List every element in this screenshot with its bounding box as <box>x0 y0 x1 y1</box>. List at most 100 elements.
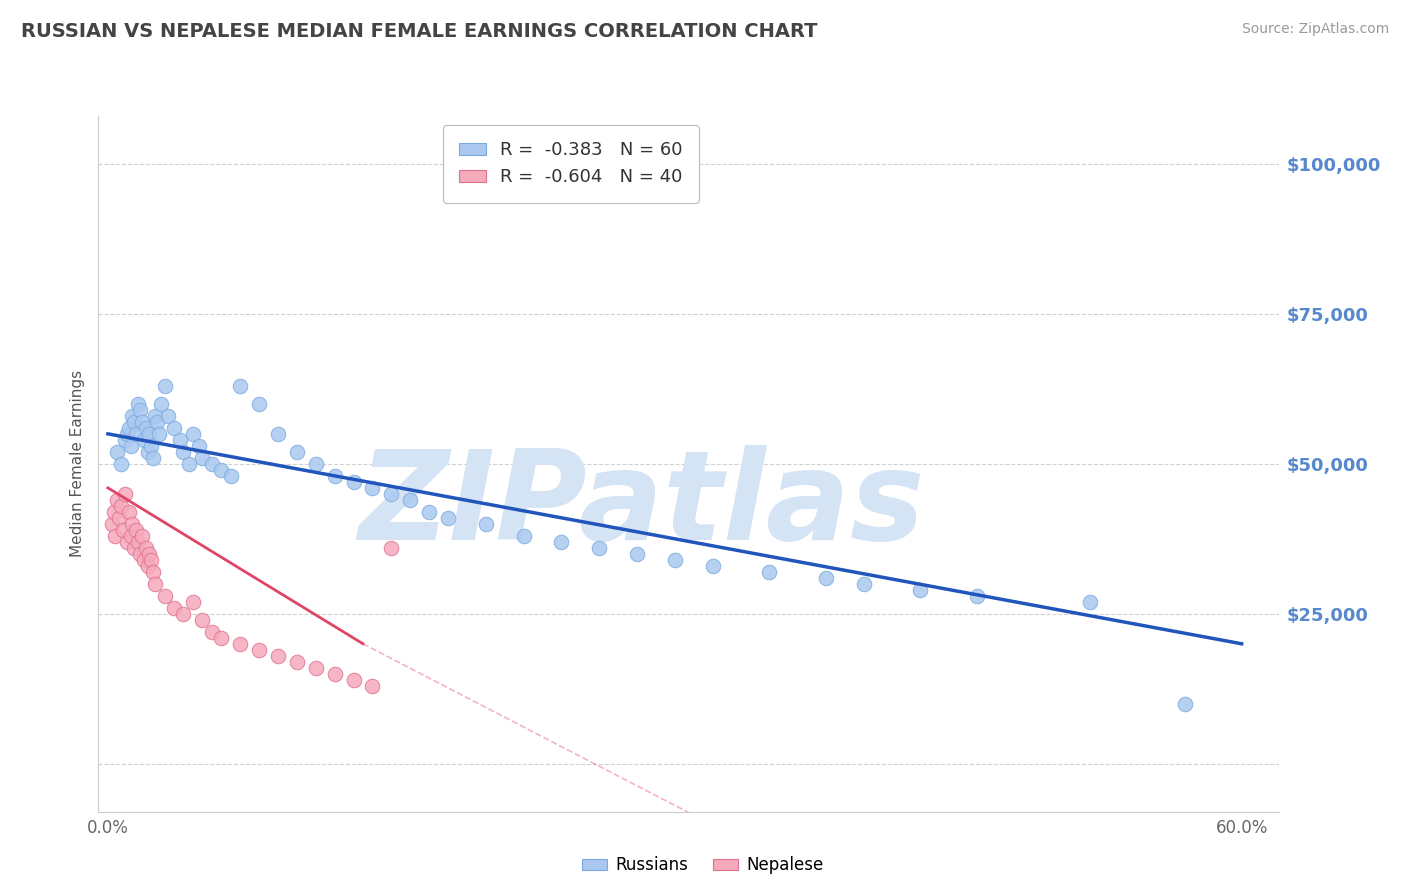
Point <box>209 631 232 645</box>
Point <box>285 655 308 669</box>
Point <box>181 595 204 609</box>
Point <box>285 445 308 459</box>
Point <box>141 439 163 453</box>
Point <box>136 558 159 573</box>
Point <box>172 607 194 621</box>
Point <box>550 534 572 549</box>
Point <box>342 673 364 687</box>
Point <box>142 450 165 465</box>
Point <box>247 397 270 411</box>
Point <box>163 600 186 615</box>
Point <box>910 582 932 597</box>
Point <box>191 450 214 465</box>
Point <box>120 439 142 453</box>
Point <box>169 433 191 447</box>
Point <box>201 457 224 471</box>
Text: Source: ZipAtlas.com: Source: ZipAtlas.com <box>1241 22 1389 37</box>
Point <box>110 457 132 471</box>
Point <box>148 426 170 441</box>
Text: RUSSIAN VS NEPALESE MEDIAN FEMALE EARNINGS CORRELATION CHART: RUSSIAN VS NEPALESE MEDIAN FEMALE EARNIN… <box>21 22 818 41</box>
Point <box>157 409 180 423</box>
Point <box>172 445 194 459</box>
Point <box>399 492 422 507</box>
Y-axis label: Median Female Earnings: Median Female Earnings <box>70 370 86 558</box>
Point <box>323 468 346 483</box>
Point <box>131 529 153 543</box>
Point <box>103 505 125 519</box>
Point <box>143 409 166 423</box>
Point <box>125 426 148 441</box>
Point <box>966 589 988 603</box>
Point <box>380 487 402 501</box>
Point <box>342 475 364 489</box>
Point <box>219 468 242 483</box>
Point <box>129 547 152 561</box>
Point <box>323 666 346 681</box>
Point <box>153 589 176 603</box>
Point <box>121 409 143 423</box>
Point <box>664 553 686 567</box>
Point <box>124 415 146 429</box>
Point <box>120 529 142 543</box>
Point <box>115 534 138 549</box>
Point <box>814 571 837 585</box>
Point <box>209 463 232 477</box>
Point <box>131 415 153 429</box>
Point <box>136 445 159 459</box>
Point <box>129 402 152 417</box>
Point <box>118 421 141 435</box>
Point <box>100 516 122 531</box>
Point <box>475 516 498 531</box>
Point <box>124 541 146 555</box>
Point <box>143 576 166 591</box>
Point <box>108 511 131 525</box>
Point <box>437 511 460 525</box>
Point <box>267 426 290 441</box>
Point <box>702 558 724 573</box>
Point <box>187 439 209 453</box>
Point <box>179 457 201 471</box>
Point <box>229 379 252 393</box>
Point <box>305 661 328 675</box>
Point <box>512 529 534 543</box>
Point <box>127 397 149 411</box>
Point <box>142 565 165 579</box>
Point <box>115 426 138 441</box>
Point <box>181 426 204 441</box>
Legend: R =  -0.383   N = 60, R =  -0.604   N = 40: R = -0.383 N = 60, R = -0.604 N = 40 <box>443 125 699 202</box>
Point <box>132 433 155 447</box>
Point <box>111 523 134 537</box>
Point <box>305 457 328 471</box>
Point <box>380 541 402 555</box>
Point <box>118 505 141 519</box>
Point <box>418 505 440 519</box>
Point <box>135 421 157 435</box>
Point <box>146 415 169 429</box>
Point <box>138 426 160 441</box>
Point <box>141 553 163 567</box>
Point <box>138 547 160 561</box>
Point <box>114 433 136 447</box>
Point <box>852 576 875 591</box>
Point <box>1080 595 1102 609</box>
Point <box>105 445 128 459</box>
Point <box>132 553 155 567</box>
Point <box>758 565 780 579</box>
Point <box>267 648 290 663</box>
Point <box>191 613 214 627</box>
Point <box>114 487 136 501</box>
Point <box>361 481 384 495</box>
Point <box>125 523 148 537</box>
Text: ZIPatlas: ZIPatlas <box>359 445 925 566</box>
Point <box>1174 697 1197 711</box>
Point <box>105 492 128 507</box>
Point <box>153 379 176 393</box>
Point <box>149 397 172 411</box>
Point <box>163 421 186 435</box>
Point <box>201 624 224 639</box>
Point <box>229 637 252 651</box>
Legend: Russians, Nepalese: Russians, Nepalese <box>575 849 831 881</box>
Point <box>104 529 127 543</box>
Point <box>121 516 143 531</box>
Point <box>127 534 149 549</box>
